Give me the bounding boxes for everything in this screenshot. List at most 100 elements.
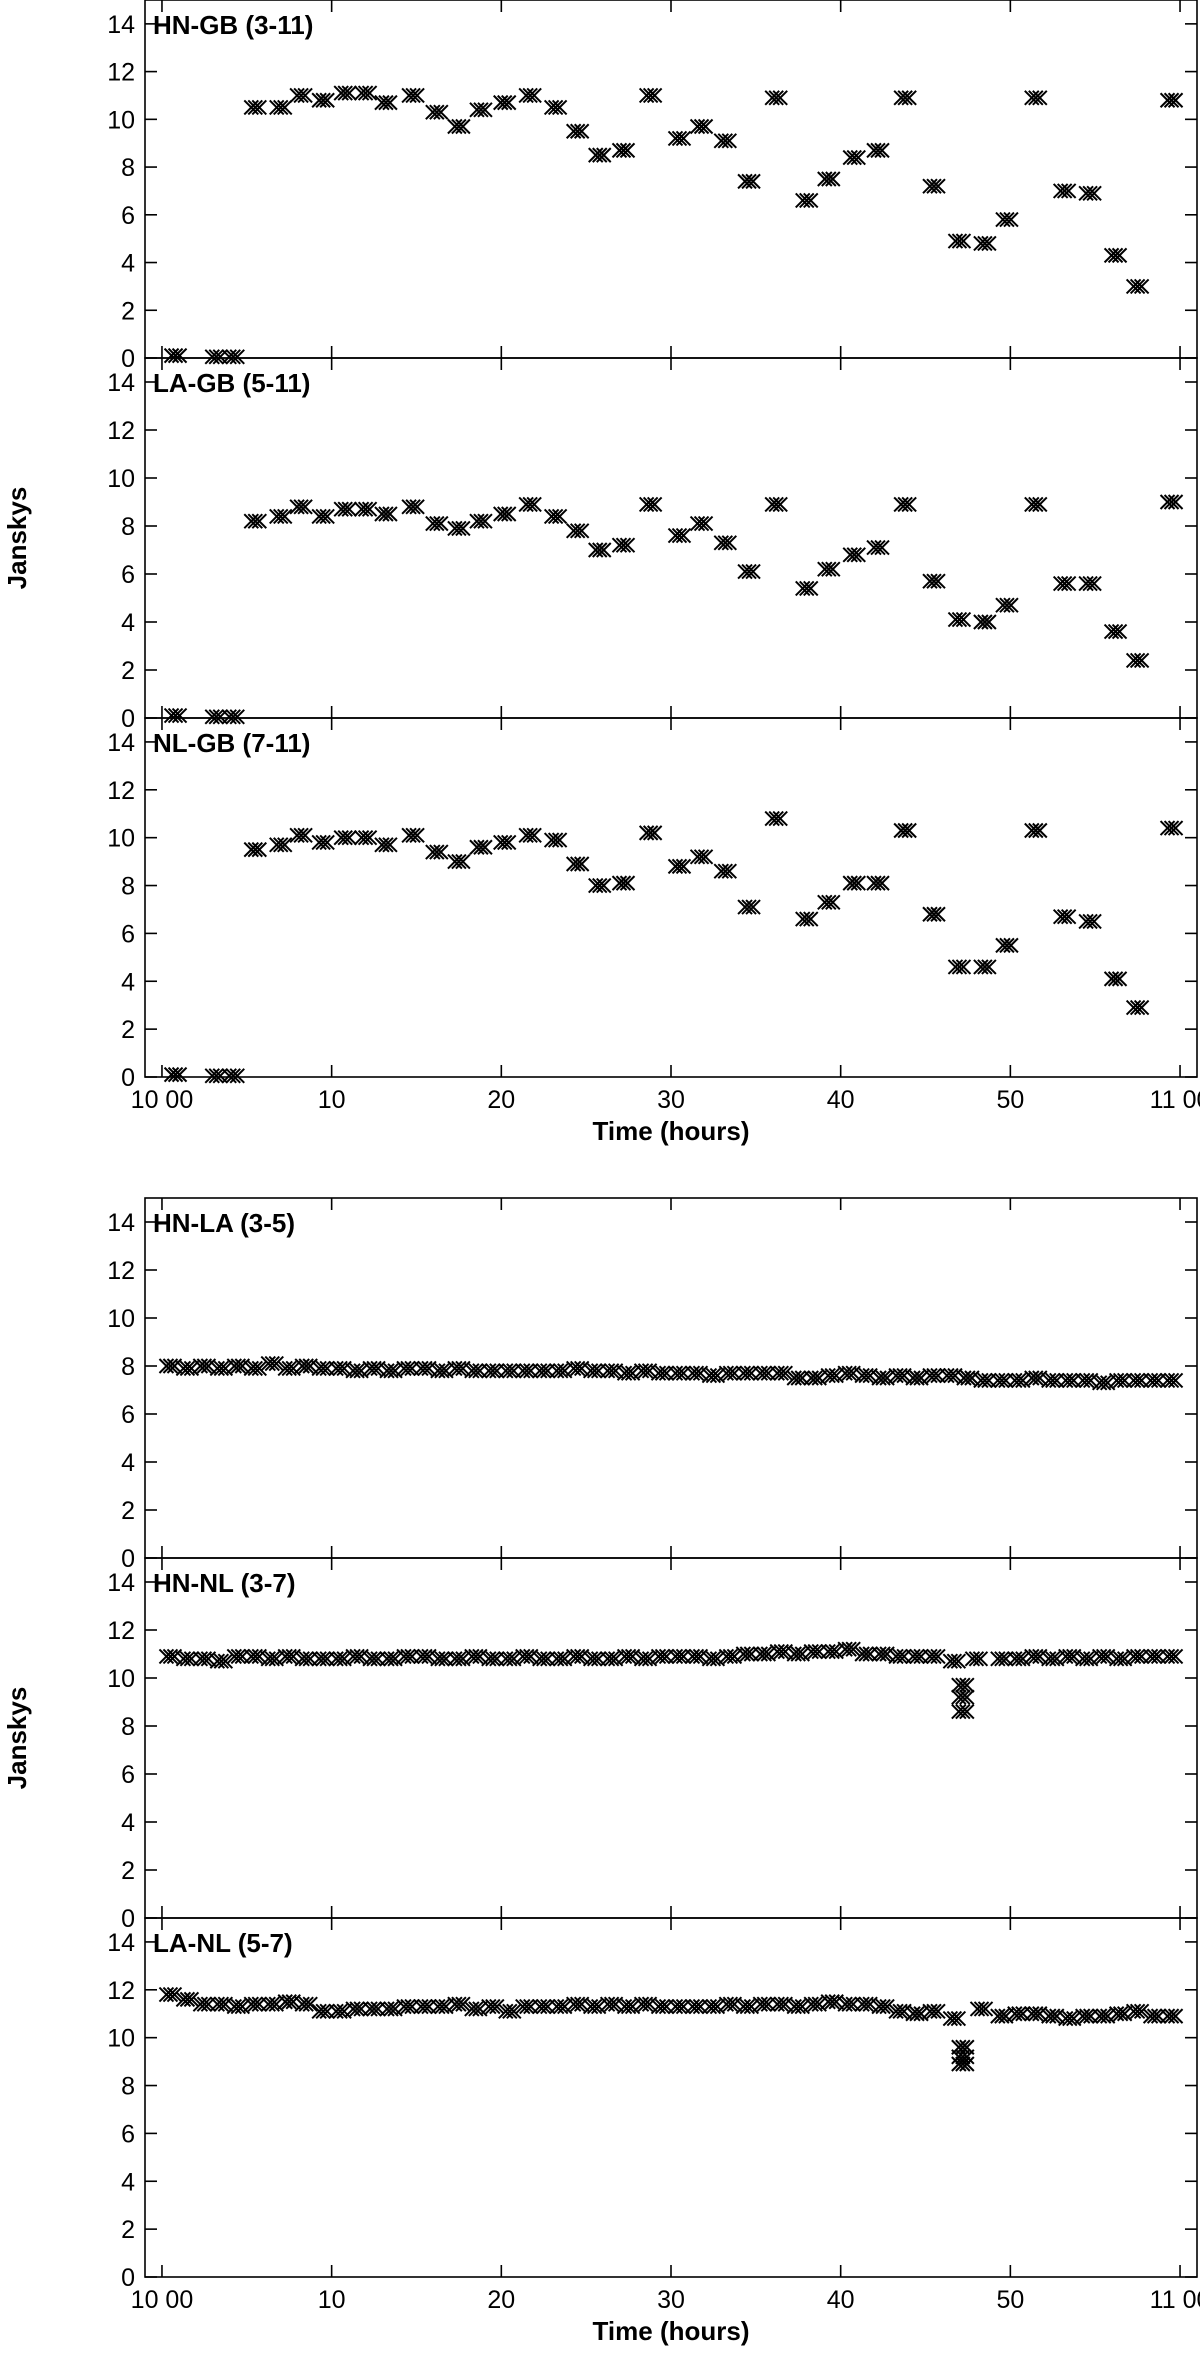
y-tick-label: 8 (121, 2073, 135, 2101)
data-point (667, 858, 692, 875)
data-point (447, 520, 471, 537)
data-point (1078, 913, 1102, 930)
data-point (1091, 1375, 1116, 1391)
data-point (905, 2006, 929, 2022)
y-tick-label: 14 (107, 1569, 135, 1597)
data-point (684, 1365, 709, 1381)
data-point (737, 563, 761, 580)
y-tick-label: 0 (121, 1064, 135, 1092)
data-point (1007, 1651, 1031, 1667)
y-tick-label: 6 (121, 1401, 135, 1429)
panel-label: HN-NL (3-7) (153, 1568, 296, 1598)
data-point (328, 2003, 352, 2020)
data-point (638, 87, 663, 104)
data-point (769, 1643, 793, 1660)
data-point (243, 841, 267, 858)
data-point (243, 513, 267, 529)
data-point (1125, 652, 1150, 669)
data-point (990, 2008, 1014, 2024)
y-tick-label: 12 (107, 1617, 135, 1645)
data-point (543, 99, 568, 116)
y-tick-label: 4 (121, 1809, 135, 1837)
data-point (289, 827, 313, 843)
data-point (951, 2049, 975, 2065)
data-point (795, 192, 819, 209)
data-point (1103, 247, 1128, 264)
data-point (447, 118, 471, 135)
y-tick-label: 12 (107, 1257, 135, 1285)
data-point (871, 1370, 895, 1386)
data-point (379, 2001, 403, 2017)
y-tick-label: 6 (121, 202, 135, 230)
y-tick-label: 8 (121, 1713, 135, 1741)
data-point (947, 233, 972, 249)
data-point (737, 173, 761, 190)
data-point (1159, 1372, 1184, 1389)
data-point (532, 1651, 556, 1667)
data-point (353, 501, 378, 517)
data-point (549, 1651, 573, 1667)
data-point (1142, 2008, 1167, 2024)
data-point (163, 707, 188, 724)
data-point (701, 1651, 726, 1667)
data-point (973, 614, 997, 630)
data-point (611, 875, 636, 891)
x-tick-label: 30 (657, 2286, 685, 2314)
data-point (493, 94, 517, 111)
y-tick-label: 4 (121, 1449, 135, 1477)
data-point (764, 90, 788, 106)
data-point (518, 87, 542, 104)
y-axis-title: Janskys (2, 487, 32, 590)
data-point (888, 1367, 912, 1384)
series-la-nl-5-7 (158, 1986, 1184, 2072)
data-point (221, 709, 245, 725)
data-point (616, 1365, 641, 1381)
y-tick-label: 8 (121, 513, 135, 541)
data-point (701, 1367, 726, 1384)
data-point (311, 508, 335, 525)
data-point (633, 1363, 658, 1379)
data-point (447, 1360, 471, 1377)
data-point (633, 1651, 658, 1667)
x-tick-label: 10 (318, 1086, 346, 1114)
data-point (893, 822, 917, 839)
data-point (650, 1998, 675, 2015)
y-tick-label: 2 (121, 657, 135, 685)
data-point (565, 523, 590, 539)
data-point (430, 1998, 454, 2015)
data-point (1052, 575, 1077, 592)
data-point (204, 349, 228, 365)
data-point (294, 1996, 318, 2012)
data-point (328, 1651, 352, 1667)
data-point (1058, 1648, 1082, 1665)
y-tick-label: 0 (121, 1905, 135, 1933)
data-point (684, 1648, 709, 1665)
data-point (817, 171, 841, 187)
data-point (650, 1648, 675, 1665)
data-point (995, 597, 1019, 613)
data-point (905, 1370, 929, 1386)
data-point (820, 1994, 844, 2010)
data-point (588, 542, 612, 558)
y-tick-label: 2 (121, 1497, 135, 1525)
data-point (289, 87, 313, 104)
data-point (769, 1996, 793, 2012)
data-point (549, 1363, 573, 1379)
data-point (588, 147, 612, 163)
panel-frame (144, 0, 1198, 359)
y-tick-label: 6 (121, 561, 135, 589)
data-point (922, 906, 946, 922)
panel-frame (144, 1917, 1198, 2278)
y-tick-label: 8 (121, 1353, 135, 1381)
y-tick-label: 6 (121, 2120, 135, 2148)
data-point (543, 508, 568, 525)
data-point (956, 1370, 980, 1386)
data-point (469, 102, 493, 118)
y-tick-label: 0 (121, 345, 135, 373)
data-point (871, 1998, 895, 2015)
data-point (1075, 1651, 1099, 1667)
data-point (893, 90, 917, 106)
data-point (333, 501, 357, 517)
data-point (718, 1648, 743, 1665)
data-point (854, 1996, 878, 2012)
